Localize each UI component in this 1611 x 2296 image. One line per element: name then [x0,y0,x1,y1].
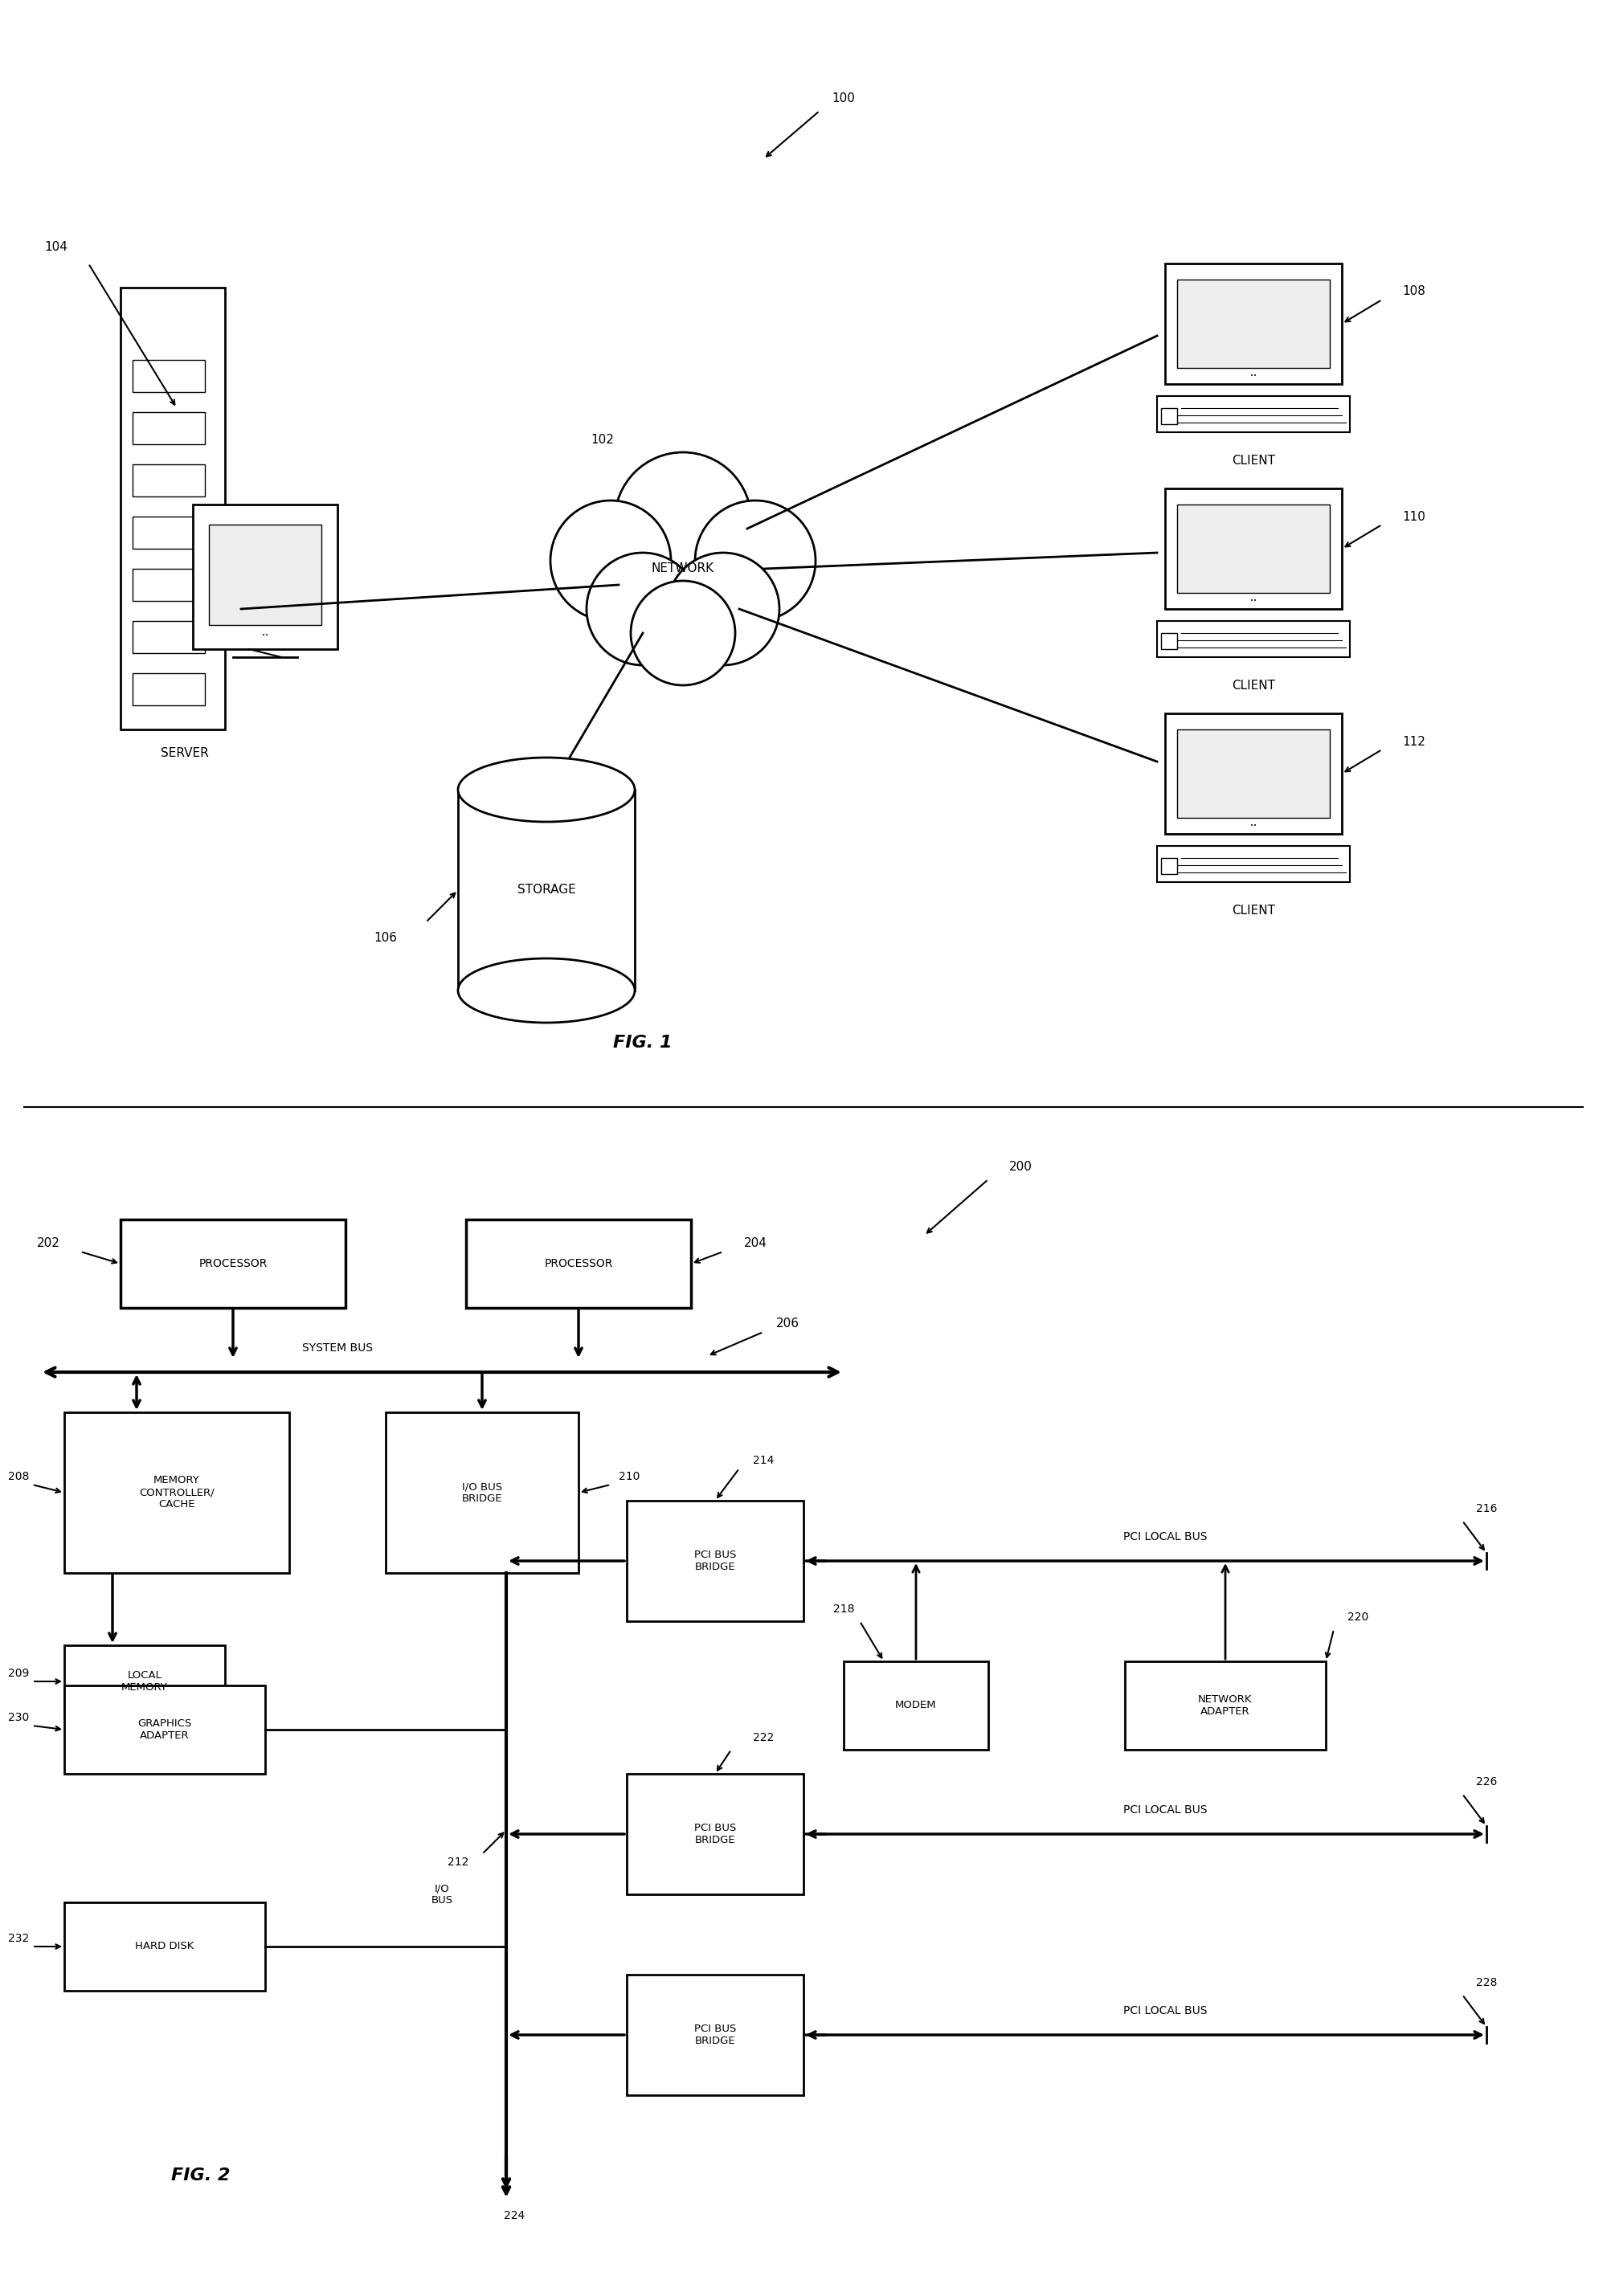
Ellipse shape [458,758,635,822]
Text: NETWORK: NETWORK [651,563,714,574]
Text: 110: 110 [1402,510,1426,523]
Text: I/O BUS
BRIDGE: I/O BUS BRIDGE [461,1481,503,1504]
Bar [64,1646,226,1717]
Ellipse shape [458,957,635,1022]
Bar [64,1412,288,1573]
Bar [1176,280,1329,367]
Bar [1160,634,1176,650]
Text: 104: 104 [45,241,68,253]
Bar [466,1219,691,1309]
Bar [1176,730,1329,817]
Bar [64,1903,266,1991]
Bar [627,1502,804,1621]
Circle shape [667,553,780,666]
Text: CLIENT: CLIENT [1231,455,1274,466]
Bar [627,1775,804,1894]
Text: 100: 100 [831,92,855,106]
Bar [1160,409,1176,425]
Bar [121,287,226,730]
Text: MEMORY
CONTROLLER/
CACHE: MEMORY CONTROLLER/ CACHE [139,1476,214,1511]
Text: 210: 210 [619,1472,640,1483]
Bar [132,517,205,549]
Text: 209: 209 [8,1667,29,1678]
Bar [132,360,205,393]
Text: PCI BUS
BRIDGE: PCI BUS BRIDGE [694,1550,736,1573]
Text: PCI LOCAL BUS: PCI LOCAL BUS [1123,1805,1207,1816]
Circle shape [549,501,670,620]
Text: NETWORK
ADAPTER: NETWORK ADAPTER [1197,1694,1252,1717]
Text: GRAPHICS
ADAPTER: GRAPHICS ADAPTER [137,1717,192,1740]
Bar [64,1685,266,1775]
Text: SYSTEM BUS: SYSTEM BUS [301,1343,372,1355]
Text: MODEM: MODEM [894,1701,936,1711]
Bar [132,411,205,443]
Text: 106: 106 [374,932,398,944]
Text: LOCAL
MEMORY: LOCAL MEMORY [121,1669,168,1692]
Bar [121,1219,345,1309]
Bar [132,673,205,705]
Text: ••: •• [1250,374,1257,379]
Bar [1124,1662,1326,1750]
Text: PCI BUS
BRIDGE: PCI BUS BRIDGE [694,2023,736,2046]
Bar [1160,859,1176,875]
Text: 226: 226 [1476,1777,1497,1789]
Text: FIG. 2: FIG. 2 [171,2167,230,2183]
Text: 208: 208 [8,1472,29,1483]
Text: PCI LOCAL BUS: PCI LOCAL BUS [1123,1531,1207,1543]
Bar [627,1975,804,2096]
Text: FIG. 1: FIG. 1 [612,1035,672,1052]
Text: 230: 230 [8,1713,29,1724]
Bar [209,523,321,625]
Circle shape [630,581,735,684]
Text: 102: 102 [591,434,614,445]
Bar [1157,620,1348,657]
Bar [1157,845,1348,882]
Bar [458,790,635,990]
Text: CLIENT: CLIENT [1231,680,1274,691]
Text: SERVER: SERVER [161,748,209,760]
Circle shape [614,452,751,588]
Text: PCI BUS
BRIDGE: PCI BUS BRIDGE [694,1823,736,1846]
Text: 204: 204 [743,1238,767,1249]
Text: ••: •• [263,634,269,638]
Text: PROCESSOR: PROCESSOR [198,1258,267,1270]
Bar [1176,505,1329,592]
Bar [1157,395,1348,432]
Text: 220: 220 [1347,1612,1368,1623]
Text: CLIENT: CLIENT [1231,905,1274,916]
Text: HARD DISK: HARD DISK [135,1942,193,1952]
Text: 228: 228 [1476,1977,1497,1988]
Text: 108: 108 [1402,285,1426,298]
Bar [193,505,337,650]
Bar [132,620,205,652]
Text: I/O
BUS: I/O BUS [430,1883,453,1906]
Text: 218: 218 [833,1603,854,1614]
Bar [385,1412,578,1573]
Text: 232: 232 [8,1933,29,1945]
Bar [1165,489,1342,608]
Text: 200: 200 [1008,1162,1031,1173]
Text: 112: 112 [1402,735,1426,748]
Text: PCI LOCAL BUS: PCI LOCAL BUS [1123,2004,1207,2016]
Bar [132,464,205,496]
Text: 224: 224 [504,2211,525,2220]
Bar [1165,264,1342,383]
Text: ••: •• [1250,599,1257,604]
Text: 212: 212 [448,1857,469,1869]
Text: 206: 206 [775,1318,799,1329]
Text: ••: •• [1250,824,1257,829]
Text: 202: 202 [37,1238,60,1249]
Circle shape [694,501,815,620]
Text: 216: 216 [1476,1504,1497,1515]
Text: PROCESSOR: PROCESSOR [545,1258,612,1270]
Circle shape [586,553,699,666]
Bar [1165,714,1342,833]
Text: STORAGE: STORAGE [517,884,575,895]
Text: 222: 222 [752,1731,773,1743]
Bar [843,1662,988,1750]
Bar [132,569,205,602]
Text: 214: 214 [752,1456,773,1467]
